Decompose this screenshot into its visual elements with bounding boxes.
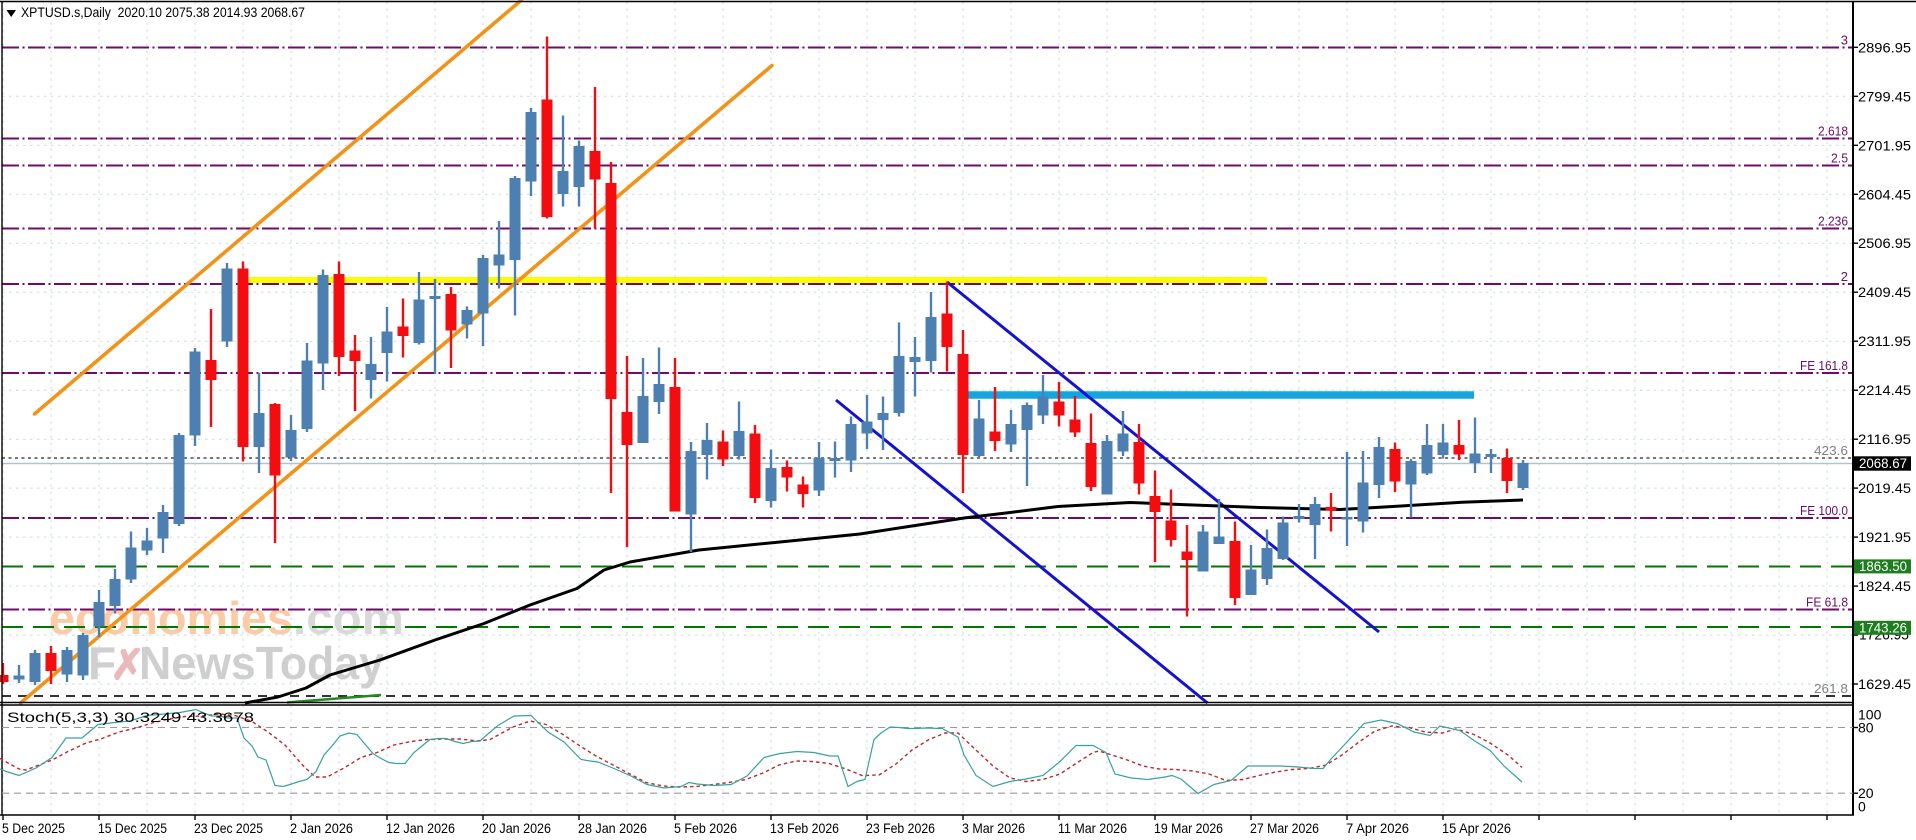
svg-text:F: F <box>88 637 116 689</box>
svg-text:economies: economies <box>49 592 293 644</box>
svg-text:FE 161.8: FE 161.8 <box>1800 358 1848 373</box>
svg-text:2.618: 2.618 <box>1818 124 1848 139</box>
svg-text:Stoch(5,3,3) 30.3249 43.3678: Stoch(5,3,3) 30.3249 43.3678 <box>7 709 254 725</box>
svg-text:3 Mar 2026: 3 Mar 2026 <box>962 820 1025 836</box>
svg-text:2 Jan 2026: 2 Jan 2026 <box>290 820 353 836</box>
svg-text:.com: .com <box>293 592 404 644</box>
svg-text:2116.95: 2116.95 <box>1858 431 1911 447</box>
svg-text:2409.45: 2409.45 <box>1858 284 1911 300</box>
svg-text:2068.67: 2068.67 <box>1859 455 1907 471</box>
svg-text:0: 0 <box>1858 799 1866 815</box>
svg-text:7 Apr 2026: 7 Apr 2026 <box>1346 820 1409 836</box>
svg-text:80: 80 <box>1858 720 1874 736</box>
svg-text:3: 3 <box>1841 33 1848 48</box>
svg-text:1629.45: 1629.45 <box>1858 676 1911 692</box>
svg-text:28 Jan 2026: 28 Jan 2026 <box>578 820 647 836</box>
svg-text:15 Apr 2026: 15 Apr 2026 <box>1442 820 1511 836</box>
svg-text:2896.95: 2896.95 <box>1858 39 1911 55</box>
svg-text:1921.95: 1921.95 <box>1858 529 1911 545</box>
svg-text:15 Dec 2025: 15 Dec 2025 <box>98 820 167 836</box>
svg-text:2799.45: 2799.45 <box>1858 88 1911 104</box>
svg-text:2506.95: 2506.95 <box>1858 235 1911 251</box>
svg-text:2019.45: 2019.45 <box>1858 480 1911 496</box>
svg-text:20 Jan 2026: 20 Jan 2026 <box>482 820 551 836</box>
svg-text:✗: ✗ <box>110 641 145 688</box>
svg-text:20: 20 <box>1858 785 1874 801</box>
svg-text:2.5: 2.5 <box>1831 151 1848 166</box>
svg-text:11 Mar 2026: 11 Mar 2026 <box>1058 820 1127 836</box>
svg-text:2311.95: 2311.95 <box>1858 333 1911 349</box>
svg-text:FE 100.0: FE 100.0 <box>1800 503 1848 518</box>
svg-text:2604.45: 2604.45 <box>1858 186 1911 202</box>
svg-text:12 Jan 2026: 12 Jan 2026 <box>386 820 455 836</box>
svg-text:2: 2 <box>1841 269 1848 284</box>
svg-text:100: 100 <box>1858 707 1882 723</box>
svg-text:NewsToday: NewsToday <box>139 637 384 689</box>
svg-text:2214.45: 2214.45 <box>1858 382 1911 398</box>
svg-text:1863.50: 1863.50 <box>1859 558 1907 574</box>
svg-text:1824.45: 1824.45 <box>1858 578 1911 594</box>
svg-text:FE 61.8: FE 61.8 <box>1806 595 1848 610</box>
svg-text:2.236: 2.236 <box>1818 214 1848 229</box>
svg-text:423.6: 423.6 <box>1814 443 1848 458</box>
svg-text:23 Dec 2025: 23 Dec 2025 <box>194 820 263 836</box>
svg-text:19 Mar 2026: 19 Mar 2026 <box>1154 820 1223 836</box>
svg-text:2701.95: 2701.95 <box>1858 137 1911 153</box>
svg-text:13 Feb 2026: 13 Feb 2026 <box>770 820 839 836</box>
svg-text:XPTUSD.s,Daily 2020.10 2075.3: XPTUSD.s,Daily 2020.10 2075.38 2014.93 2… <box>21 4 305 20</box>
svg-text:27 Mar 2026: 27 Mar 2026 <box>1250 820 1319 836</box>
svg-text:23 Feb 2026: 23 Feb 2026 <box>866 820 935 836</box>
svg-text:1743.26: 1743.26 <box>1859 619 1907 635</box>
svg-text:261.8: 261.8 <box>1814 681 1848 696</box>
svg-text:5 Feb 2026: 5 Feb 2026 <box>674 820 737 836</box>
svg-text:5 Dec 2025: 5 Dec 2025 <box>2 820 65 836</box>
